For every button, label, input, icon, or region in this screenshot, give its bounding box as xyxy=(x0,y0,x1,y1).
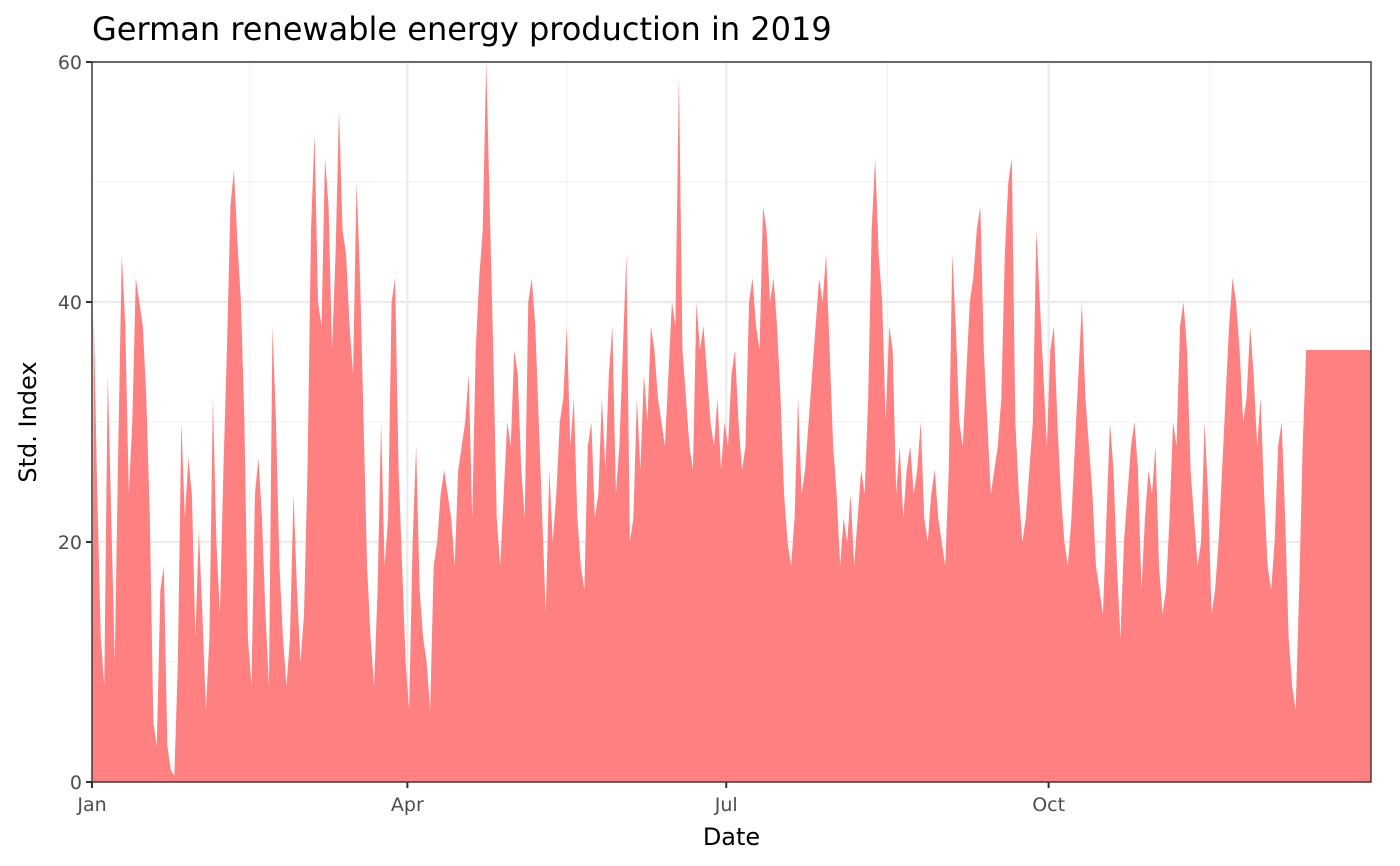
chart-title: German renewable energy production in 20… xyxy=(92,10,832,48)
axes: 0 20 40 60 Jan Apr Jul Oct xyxy=(58,52,1065,816)
x-tick-label: Oct xyxy=(1032,794,1065,816)
x-axis-title: Date xyxy=(703,823,760,851)
x-tick-label: Apr xyxy=(391,794,424,816)
x-tick-label: Jan xyxy=(76,794,106,816)
plot-frame xyxy=(91,61,1372,783)
y-tick-label: 20 xyxy=(58,532,82,554)
y-tick-label: 0 xyxy=(70,772,82,794)
y-tick-label: 40 xyxy=(58,292,82,314)
y-axis-title: Std. Index xyxy=(14,361,42,482)
y-tick-label: 60 xyxy=(58,52,82,74)
series-area xyxy=(92,62,1371,782)
x-tick-label: Jul xyxy=(714,794,738,816)
